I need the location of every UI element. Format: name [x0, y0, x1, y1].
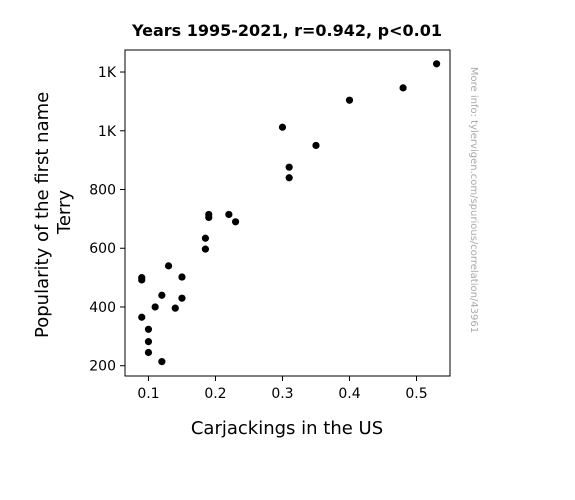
data-point-25	[158, 358, 166, 366]
x-tick-label: 0.2	[204, 386, 226, 402]
data-point-24	[144, 348, 153, 357]
y-axis-label-line-1: Popularity of the first name	[32, 92, 53, 338]
data-point-9	[225, 210, 233, 219]
data-point-17	[158, 291, 166, 299]
y-tick-label: 200	[89, 359, 116, 375]
y-axis-label: Popularity of the first name Terry	[32, 86, 75, 338]
data-point-13	[164, 262, 173, 270]
data-point-18	[178, 294, 186, 302]
watermark-text: More info: tylervigen.com/spurious/corre…	[468, 67, 479, 333]
data-point-12	[201, 245, 210, 253]
y-axis: 200 400 600 800 1K 1K	[89, 65, 125, 375]
y-tick-label: 600	[89, 241, 116, 257]
x-tick-label: 0.5	[405, 386, 427, 402]
data-point-21	[138, 313, 146, 321]
data-point-1	[399, 84, 407, 92]
data-point-3	[278, 123, 287, 131]
x-tick-label: 0.4	[338, 386, 360, 402]
x-axis-label: Carjackings in the US	[191, 418, 383, 439]
y-tick-label: 1K	[98, 124, 117, 140]
data-point-16	[138, 276, 146, 284]
data-point-6	[285, 174, 293, 182]
chart-title: Years 1995-2021, r=0.942, p<0.01	[131, 21, 442, 40]
data-point-10	[231, 218, 240, 226]
plot-area	[124, 49, 451, 377]
x-axis: 0.1 0.2 0.3 0.4 0.5	[137, 376, 428, 402]
x-tick-label: 0.3	[271, 386, 293, 402]
data-point-22	[144, 325, 153, 333]
plot-frame	[124, 49, 451, 377]
y-tick-label: 1K	[98, 65, 117, 81]
scatter-points	[138, 60, 441, 366]
x-tick-label: 0.1	[137, 386, 159, 402]
data-point-8	[205, 213, 213, 222]
y-axis-label-line-2: Terry	[54, 190, 75, 235]
data-point-23	[144, 338, 153, 346]
data-point-11	[201, 234, 210, 242]
y-tick-label: 400	[89, 300, 116, 316]
data-point-20	[171, 304, 179, 312]
data-point-19	[151, 303, 159, 311]
y-tick-label: 800	[89, 183, 116, 199]
data-point-2	[345, 96, 354, 104]
data-point-5	[285, 163, 293, 171]
data-point-0	[432, 60, 441, 68]
data-point-14	[178, 273, 186, 281]
data-point-4	[312, 141, 320, 150]
